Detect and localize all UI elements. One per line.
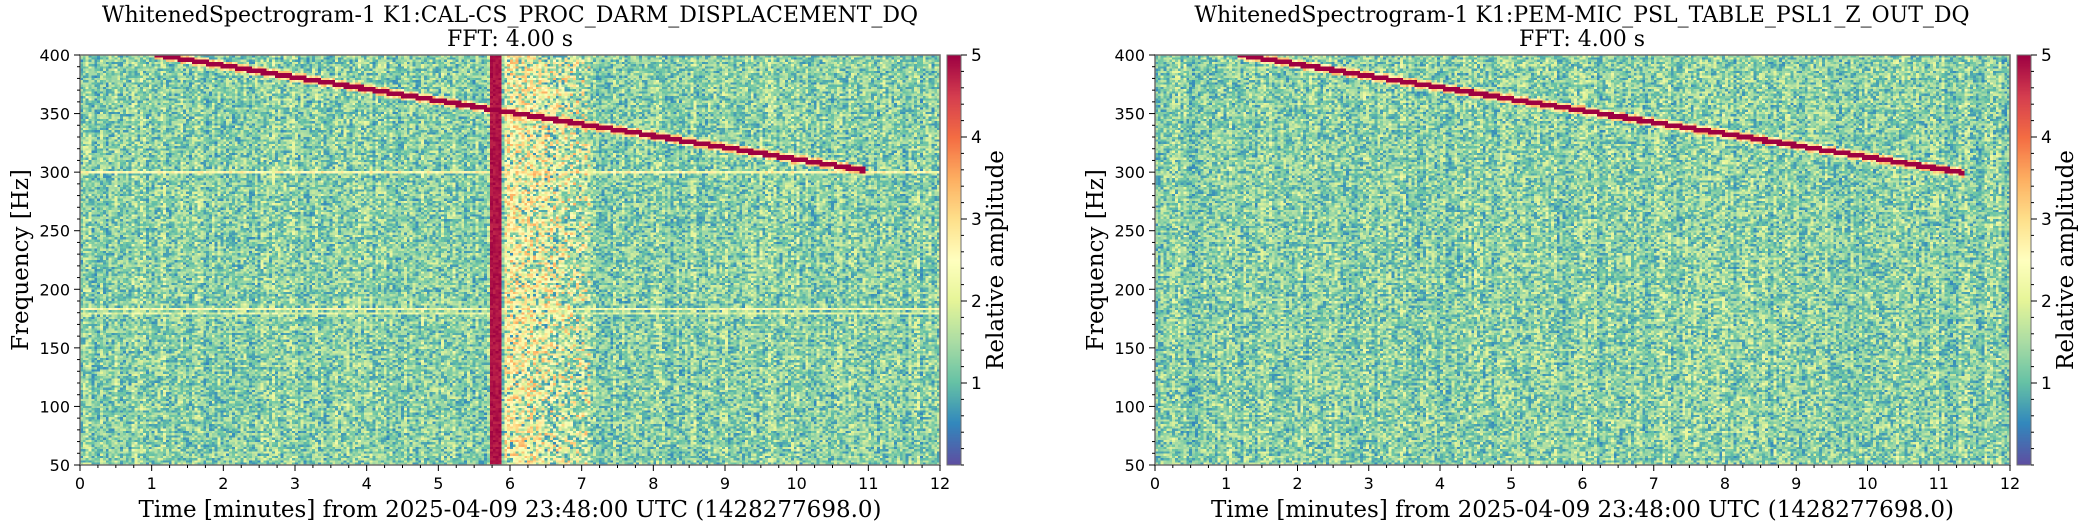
x-tick-label: 6: [1577, 474, 1587, 493]
y-tick-label: 50: [50, 456, 70, 475]
y-tick-label: 200: [39, 280, 70, 299]
x-tick-label: 8: [648, 474, 658, 493]
x-axis-label: Time [minutes] from 2025-04-09 23:48:00 …: [139, 497, 882, 523]
colorbar-tick-label: 4: [971, 128, 982, 148]
chart-subtitle: FFT: 4.00 s: [447, 27, 573, 52]
y-tick-label: 350: [1114, 105, 1145, 124]
y-tick-label: 300: [39, 163, 70, 182]
y-axis-label: Frequency [Hz]: [8, 169, 34, 351]
y-tick-label: 300: [1114, 163, 1145, 182]
x-tick-label: 0: [75, 474, 85, 493]
x-tick-label: 5: [1506, 474, 1516, 493]
spectrogram-heatmap: [1155, 55, 2010, 465]
x-tick-label: 4: [362, 474, 372, 493]
y-tick-label: 400: [39, 46, 70, 65]
x-tick-label: 7: [1649, 474, 1659, 493]
chart-subtitle: FFT: 4.00 s: [1519, 27, 1645, 52]
y-tick-label: 150: [1114, 339, 1145, 358]
x-tick-label: 10: [1857, 474, 1877, 493]
colorbar: [947, 55, 961, 465]
y-tick-label: 200: [1114, 280, 1145, 299]
colorbar-tick-label: 3: [971, 210, 982, 230]
chart-title: WhitenedSpectrogram-1 K1:CAL-CS_PROC_DAR…: [102, 3, 918, 28]
x-tick-label: 9: [720, 474, 730, 493]
colorbar-frame: [2016, 54, 2032, 466]
colorbar-tick-label: 4: [2041, 128, 2052, 148]
x-tick-label: 1: [1221, 474, 1231, 493]
y-tick-label: 100: [39, 397, 70, 416]
colorbar-label: Relative amplitude: [2053, 150, 2078, 370]
x-tick-label: 2: [218, 474, 228, 493]
y-tick-label: 400: [1114, 46, 1145, 65]
colorbar-tick-label: 5: [971, 46, 982, 66]
colorbar-frame: [946, 54, 962, 466]
colorbar-tick-label: 3: [2041, 210, 2052, 230]
x-tick-label: 2: [1292, 474, 1302, 493]
colorbar-tick-label: 2: [971, 292, 982, 312]
colorbar: [2017, 55, 2031, 465]
x-tick-label: 3: [290, 474, 300, 493]
x-tick-label: 6: [505, 474, 515, 493]
y-tick-label: 50: [1125, 456, 1145, 475]
x-tick-label: 8: [1720, 474, 1730, 493]
y-tick-label: 150: [39, 339, 70, 358]
x-tick-label: 3: [1364, 474, 1374, 493]
x-tick-label: 9: [1791, 474, 1801, 493]
x-tick-label: 10: [786, 474, 806, 493]
y-tick-label: 250: [39, 222, 70, 241]
y-tick-label: 350: [39, 105, 70, 124]
x-tick-label: 12: [930, 474, 950, 493]
colorbar-label: Relative amplitude: [983, 150, 1009, 370]
x-tick-label: 1: [147, 474, 157, 493]
x-tick-label: 5: [433, 474, 443, 493]
y-tick-label: 250: [1114, 222, 1145, 241]
colorbar-tick-label: 5: [2041, 46, 2052, 66]
colorbar-tick-label: 1: [971, 374, 982, 394]
x-tick-label: 11: [858, 474, 878, 493]
spectrogram-heatmap: [80, 55, 940, 465]
x-tick-label: 4: [1435, 474, 1445, 493]
y-tick-label: 100: [1114, 397, 1145, 416]
spectrogram-panel-right: WhitenedSpectrogram-1 K1:PEM-MIC_PSL_TAB…: [1083, 3, 2078, 523]
colorbar-tick-label: 2: [2041, 292, 2052, 312]
x-tick-label: 11: [1929, 474, 1949, 493]
spectrogram-panel-left: WhitenedSpectrogram-1 K1:CAL-CS_PROC_DAR…: [8, 3, 1009, 523]
x-tick-label: 0: [1150, 474, 1160, 493]
chart-title: WhitenedSpectrogram-1 K1:PEM-MIC_PSL_TAB…: [1194, 3, 1969, 28]
colorbar-tick-label: 1: [2041, 374, 2052, 394]
x-tick-label: 12: [2000, 474, 2020, 493]
y-axis-label: Frequency [Hz]: [1083, 169, 1109, 351]
x-tick-label: 7: [577, 474, 587, 493]
x-axis-label: Time [minutes] from 2025-04-09 23:48:00 …: [1211, 497, 1954, 523]
